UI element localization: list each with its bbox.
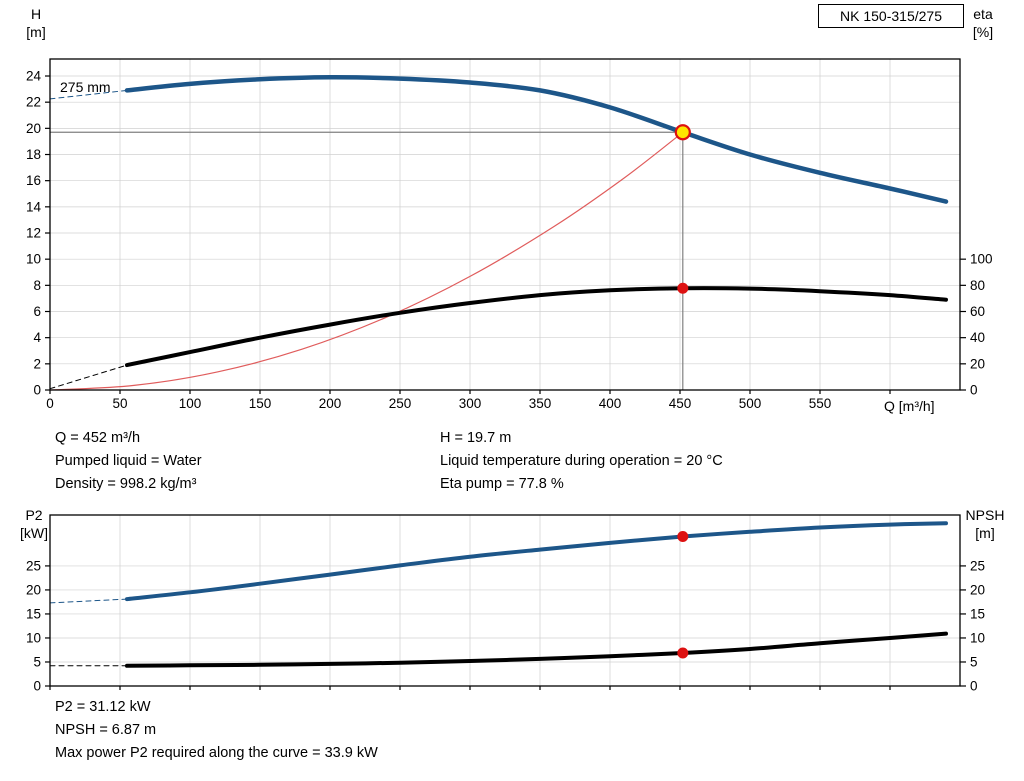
npsh-axis-title: NPSH [m]: [954, 506, 1016, 542]
y-tick-label-left: 16: [26, 173, 41, 188]
x-tick-label: 400: [599, 396, 622, 411]
y-tick-label-left: 5: [33, 654, 41, 669]
eta-curve-dashed-lead: [49, 364, 128, 390]
eta-axis-title-symbol: eta: [973, 6, 993, 22]
y-tick-label-left: 6: [33, 304, 41, 319]
npsh-axis-title-unit: [m]: [975, 525, 995, 541]
y-tick-label-right: 15: [970, 606, 985, 621]
h-axis-title: H [m]: [16, 5, 56, 41]
system-curve: [49, 131, 684, 391]
x-axis-title: Q [m³/h]: [884, 398, 935, 414]
y-tick-label-right: 40: [970, 330, 985, 345]
y-tick-label-left: 2: [33, 356, 41, 371]
x-tick-label: 100: [179, 396, 202, 411]
duty-info-left: Q = 452 m³/h Pumped liquid = Water Densi…: [55, 427, 202, 496]
x-tick-label: 500: [739, 396, 762, 411]
y-tick-label-right: 100: [970, 252, 993, 267]
x-tick-label: 200: [319, 396, 342, 411]
y-tick-label-left: 22: [26, 95, 41, 110]
y-tick-label-left: 10: [26, 630, 41, 645]
y-tick-label-left: 25: [26, 558, 41, 573]
y-tick-label-left: 24: [26, 69, 42, 84]
y-tick-label-right: 20: [970, 582, 985, 597]
npsh-curve: [125, 631, 948, 668]
npsh-duty-marker: [677, 647, 689, 659]
h-axis-title-unit: [m]: [26, 24, 46, 40]
y-tick-label-right: 5: [970, 654, 978, 669]
p2-curve: [125, 521, 948, 602]
npsh-axis-title-symbol: NPSH: [965, 507, 1005, 523]
impeller-diameter-label: 275 mm: [60, 79, 111, 95]
p2-npsh-chart: 0 5 10 15 20 25 0 5 10 15 20 25: [26, 514, 985, 694]
info-eta-pump: Eta pump = 77.8 %: [440, 476, 564, 492]
info-liquid-temperature: Liquid temperature during operation = 20…: [440, 453, 723, 469]
result-info: P2 = 31.12 kW NPSH = 6.87 m Max power P2…: [55, 696, 378, 765]
info-head: H = 19.7 m: [440, 430, 512, 446]
x-tick-label: 550: [809, 396, 832, 411]
eta-curve: [125, 286, 948, 368]
y-tick-label-left: 12: [26, 226, 41, 241]
y-tick-label-right: 0: [970, 383, 978, 398]
p2-curve-dashed-lead: [49, 598, 128, 604]
x-tick-label: 350: [529, 396, 552, 411]
y-tick-label-left: 8: [33, 278, 41, 293]
y-tick-label-left: 14: [26, 199, 42, 214]
p2-duty-marker: [677, 531, 689, 543]
info-p2: P2 = 31.12 kW: [55, 699, 151, 715]
info-max-power: Max power P2 required along the curve = …: [55, 745, 378, 761]
duty-point-marker: [674, 124, 691, 141]
info-pumped-liquid: Pumped liquid = Water: [55, 453, 202, 469]
y-tick-label-left: 15: [26, 606, 41, 621]
x-tick-label: 250: [389, 396, 412, 411]
plot-frame: [49, 58, 961, 391]
p2-axis-title-unit: [kW]: [20, 525, 48, 541]
y-tick-label-left: 20: [26, 121, 41, 136]
y-tick-label-left: 0: [33, 383, 41, 398]
info-npsh: NPSH = 6.87 m: [55, 722, 157, 738]
x-tick-label: 50: [112, 396, 127, 411]
info-density: Density = 998.2 kg/m³: [55, 476, 197, 492]
h-axis-title-symbol: H: [30, 6, 42, 22]
y-tick-label-right: 60: [970, 304, 985, 319]
hq-eta-chart: 0 50 100 150 200 250 300 350 400 450 500 5500246810…: [26, 58, 993, 411]
y-tick-label-right: 10: [970, 630, 985, 645]
y-tick-label-right: 25: [970, 558, 985, 573]
head-curve-dashed-lead: [49, 89, 128, 100]
y-tick-label-right: 80: [970, 278, 985, 293]
x-tick-label: 150: [249, 396, 272, 411]
x-tick-label: 450: [669, 396, 692, 411]
y-tick-label-left: 18: [26, 147, 41, 162]
head-curve: [124, 75, 949, 204]
plot-frame: [49, 514, 961, 687]
y-tick-label-left: 10: [26, 252, 41, 267]
eta-axis-title: eta [%]: [960, 5, 1006, 41]
duty-info-right: H = 19.7 m Liquid temperature during ope…: [440, 427, 723, 496]
x-tick-label: 300: [459, 396, 482, 411]
x-tick-label: 0: [46, 396, 54, 411]
y-tick-label-right: 20: [970, 356, 985, 371]
eta-axis-title-unit: [%]: [972, 24, 994, 40]
p2-axis-title-symbol: P2: [25, 507, 43, 523]
y-tick-label-right: 0: [970, 679, 978, 694]
y-tick-label-left: 4: [33, 330, 41, 345]
p2-axis-title: P2 [kW]: [10, 506, 58, 542]
eta-duty-marker: [677, 282, 689, 294]
y-tick-label-left: 0: [33, 679, 41, 694]
info-flow: Q = 452 m³/h: [55, 430, 141, 446]
pump-model-box: NK 150-315/275: [818, 4, 964, 28]
y-tick-label-left: 20: [26, 582, 41, 597]
